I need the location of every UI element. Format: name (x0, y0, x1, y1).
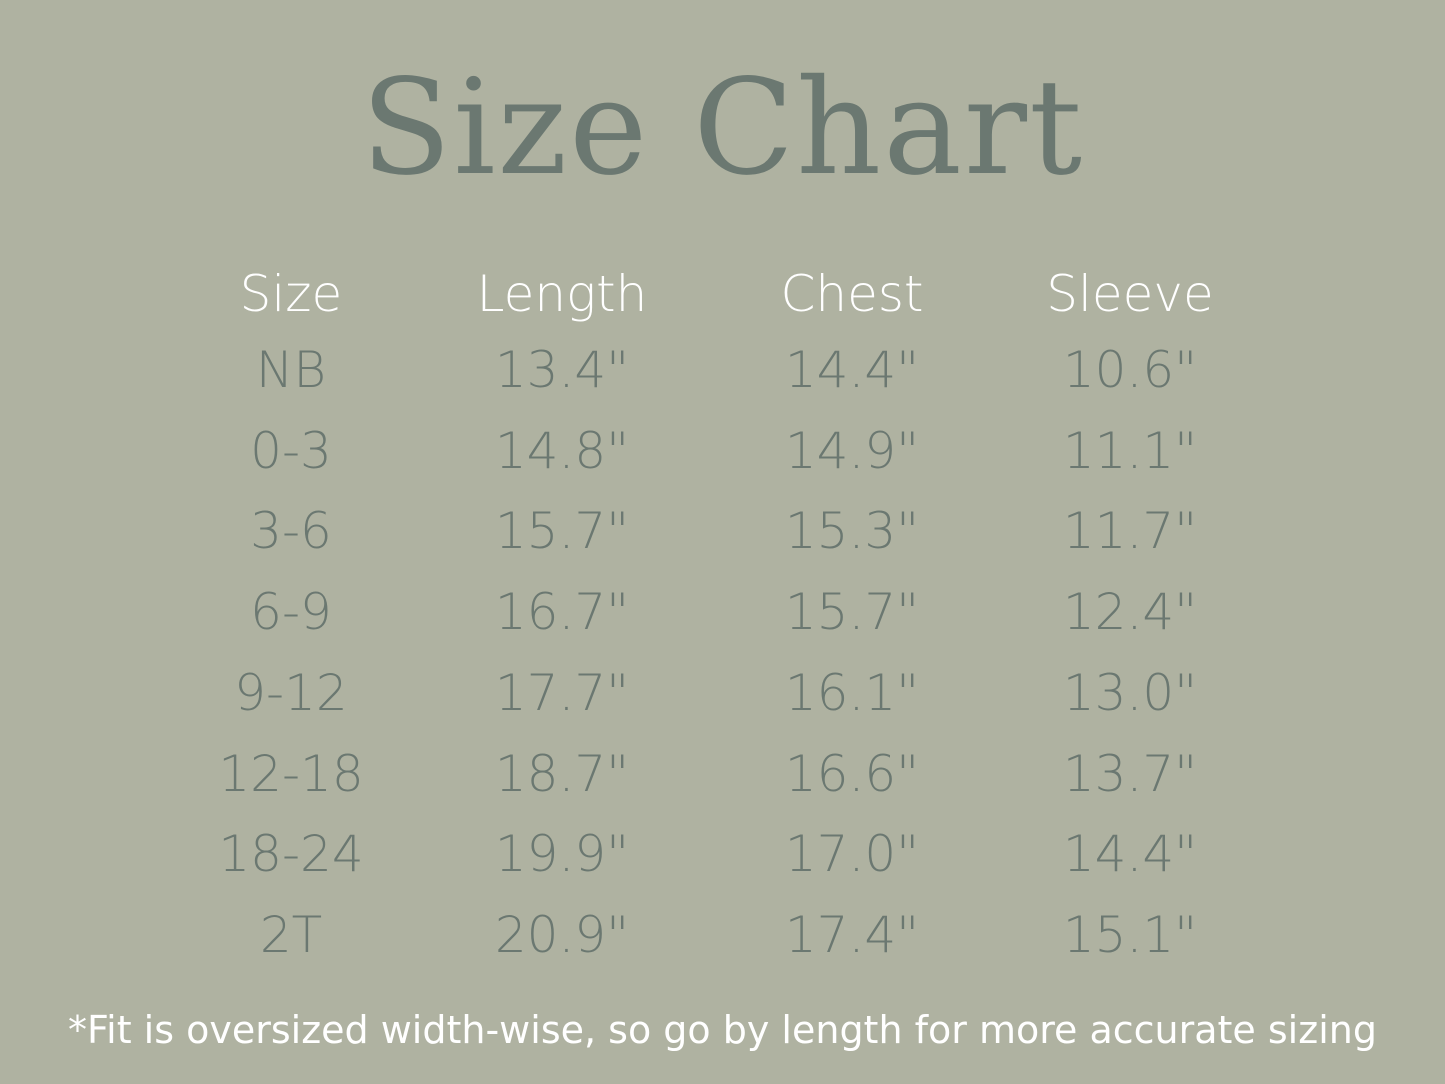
cell-chest: 14.9" (784, 421, 920, 480)
cell-chest: 15.7" (784, 583, 920, 642)
header-size: Size (239, 265, 343, 323)
cell-chest: 16.1" (784, 663, 920, 722)
page-title: Size Chart (360, 51, 1085, 205)
table-row: 18-24 19.9" 17.0" 14.4" (0, 814, 1445, 894)
table-row: 6-9 16.7" 15.7" 12.4" (0, 572, 1445, 652)
table-row: NB 13.4" 14.4" 10.6" (0, 330, 1445, 410)
cell-length: 13.4" (494, 341, 630, 399)
cell-chest: 15.3" (784, 502, 920, 561)
fit-footnote: *Fit is oversized width-wise, so go by l… (68, 1008, 1377, 1052)
cell-length: 18.7" (494, 744, 630, 803)
cell-sleeve: 15.1" (1062, 905, 1198, 964)
cell-size: 0-3 (250, 421, 332, 480)
header-sleeve: Sleeve (1046, 265, 1214, 323)
cell-chest: 14.4" (784, 341, 920, 399)
cell-size: 12-18 (218, 744, 364, 803)
cell-sleeve: 14.4" (1062, 825, 1198, 884)
cell-sleeve: 10.6" (1062, 341, 1198, 399)
cell-chest: 17.4" (784, 905, 920, 964)
cell-size: 9-12 (234, 663, 348, 722)
cell-length: 16.7" (494, 583, 630, 642)
table-row: 12-18 18.7" 16.6" 13.7" (0, 734, 1445, 814)
cell-sleeve: 12.4" (1062, 583, 1198, 642)
cell-length: 19.9" (494, 825, 630, 884)
cell-sleeve: 13.7" (1062, 744, 1198, 803)
header-chest: Chest (780, 265, 924, 323)
cell-length: 14.8" (494, 421, 630, 480)
cell-size: 3-6 (250, 502, 332, 561)
cell-sleeve: 11.1" (1062, 421, 1198, 480)
cell-length: 15.7" (494, 502, 630, 561)
cell-size: 2T (259, 905, 323, 964)
cell-length: 20.9" (494, 905, 630, 964)
cell-size: NB (255, 341, 327, 399)
table-header-row: Size Length Chest Sleeve (0, 254, 1445, 334)
cell-sleeve: 11.7" (1062, 502, 1198, 561)
cell-sleeve: 13.0" (1062, 663, 1198, 722)
table-row: 9-12 17.7" 16.1" 13.0" (0, 653, 1445, 733)
table-row: 3-6 15.7" 15.3" 11.7" (0, 491, 1445, 571)
cell-size: 18-24 (218, 825, 364, 884)
cell-chest: 17.0" (784, 825, 920, 884)
cell-length: 17.7" (494, 663, 630, 722)
table-row: 2T 20.9" 17.4" 15.1" (0, 895, 1445, 975)
cell-size: 6-9 (250, 583, 332, 642)
table-row: 0-3 14.8" 14.9" 11.1" (0, 411, 1445, 491)
cell-chest: 16.6" (784, 744, 920, 803)
header-length: Length (476, 265, 648, 323)
